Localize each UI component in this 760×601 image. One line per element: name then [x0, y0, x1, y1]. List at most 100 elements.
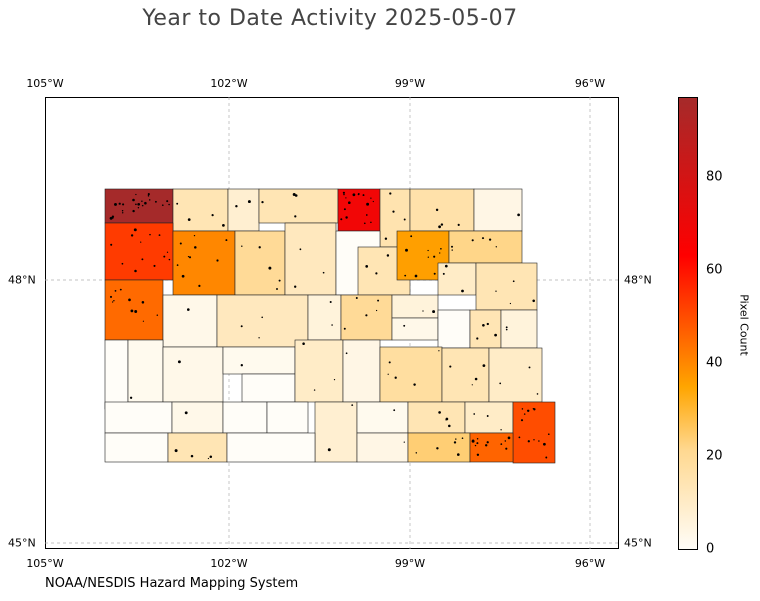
fire-detection-point [140, 241, 142, 243]
fire-detection-point [392, 210, 395, 213]
fire-detection-point [193, 234, 196, 237]
fire-detection-point [187, 308, 190, 311]
fire-detection-point [345, 197, 347, 199]
county-williams [104, 222, 174, 281]
county-walsh [448, 230, 523, 264]
fire-detection-point [375, 272, 378, 275]
fire-detection-point [357, 193, 360, 196]
fire-detection-point [141, 258, 144, 261]
county-pembina [473, 188, 523, 232]
fire-detection-point [526, 409, 530, 413]
fire-detection-point [438, 225, 441, 229]
fire-detection-point [121, 212, 124, 214]
fire-detection-point [240, 364, 243, 367]
fire-detection-point [174, 449, 178, 453]
footer-credit: NOAA/NESDIS Hazard Mapping System [45, 576, 299, 591]
lon-tick-bottom: 96°W [574, 557, 606, 570]
lon-tick-top: 99°W [394, 77, 426, 90]
lon-tick-top: 105°W [26, 77, 64, 90]
fire-detection-point [156, 314, 159, 316]
fire-detection-point [352, 193, 356, 197]
fire-detection-point [386, 254, 390, 257]
county-slope [104, 401, 173, 434]
county-barnes [441, 347, 490, 403]
fire-detection-point [366, 202, 370, 206]
county-map [45, 97, 619, 549]
fire-detection-point [113, 300, 115, 302]
fire-detection-point [365, 265, 369, 268]
fire-detection-point [302, 342, 305, 345]
fire-detection-point [258, 246, 261, 249]
fire-detection-point [500, 443, 503, 445]
fire-detection-point [433, 272, 436, 275]
fire-detection-point [481, 237, 485, 240]
fire-detection-point [137, 207, 140, 209]
fire-detection-point [538, 440, 540, 442]
county-stutsman [379, 346, 443, 403]
lon-tick-top: 102°W [210, 77, 248, 90]
fire-detection-point [507, 436, 511, 440]
fire-detection-point [456, 453, 460, 456]
fire-detection-point [188, 256, 192, 259]
fire-detection-point [154, 200, 157, 203]
county-lamoure [407, 401, 466, 434]
fire-detection-point [137, 202, 141, 206]
fire-detection-point [365, 214, 368, 216]
fire-detection-point [130, 234, 134, 237]
fire-detection-point [377, 299, 380, 302]
county-logan [356, 401, 409, 434]
fire-detection-point [187, 255, 190, 258]
fire-detection-point [404, 274, 407, 277]
fire-detection-point [547, 433, 550, 436]
fire-detection-point [109, 216, 113, 220]
fire-detection-point [190, 454, 194, 458]
fire-detection-point [488, 238, 492, 241]
colorbar-tick: 80 [706, 169, 723, 185]
fire-detection-point [119, 288, 122, 291]
fire-detection-point [440, 223, 444, 226]
fire-detection-point [449, 365, 452, 368]
lon-tick-top: 96°W [574, 77, 606, 90]
fire-detection-point [495, 246, 497, 248]
county-renville [227, 188, 260, 232]
fire-detection-point [439, 252, 441, 254]
county-wells [340, 294, 393, 341]
fire-detection-point [133, 228, 137, 232]
fire-detection-point [474, 377, 478, 381]
fire-detection-point [129, 396, 133, 399]
fire-detection-point [495, 290, 497, 292]
fire-detection-point [222, 224, 225, 227]
fire-detection-point [355, 296, 358, 300]
fire-detection-point [240, 325, 243, 328]
fire-detection-point [258, 337, 260, 339]
fire-detection-point [134, 310, 138, 313]
fire-detection-point [415, 452, 418, 454]
county-sheridan [307, 294, 342, 341]
fire-detection-point [114, 290, 117, 292]
fire-detection-point [444, 264, 448, 268]
fire-detection-point [482, 364, 486, 367]
fire-detection-point [370, 221, 372, 224]
fire-detection-point [403, 324, 406, 327]
lon-tick-bottom: 99°W [394, 557, 426, 570]
fire-detection-point [375, 309, 378, 312]
fire-detection-point [132, 209, 135, 213]
fire-detection-point [403, 218, 406, 221]
fire-detection-point [122, 203, 125, 206]
fire-detection-point [327, 448, 331, 452]
fire-detection-point [521, 408, 524, 410]
fire-detection-point [340, 218, 343, 221]
county-bottineau [258, 188, 339, 224]
county-eddy [391, 294, 439, 319]
fire-detection-point [527, 440, 530, 443]
fire-detection-point [433, 255, 436, 258]
fire-detection-point [471, 439, 475, 443]
fire-detection-point [486, 415, 489, 417]
fire-detection-point [118, 202, 121, 205]
colorbar-tick: 0 [706, 541, 715, 557]
fire-detection-point [147, 195, 150, 197]
fire-detection-point [474, 444, 477, 447]
county-hettinger [171, 401, 224, 434]
fire-detection-point [453, 441, 457, 444]
fire-detection-point [387, 373, 389, 375]
